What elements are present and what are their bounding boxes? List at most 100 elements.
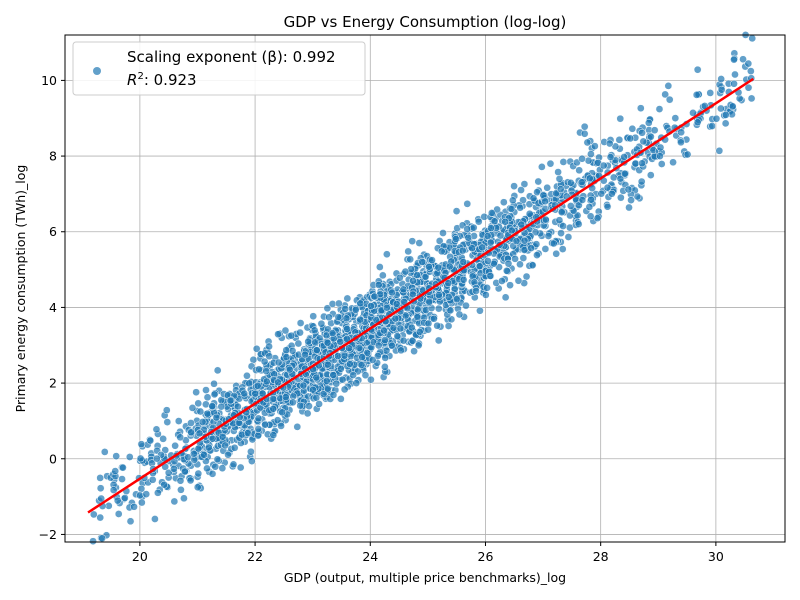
scatter-point bbox=[89, 510, 98, 519]
scatter-point bbox=[566, 202, 575, 210]
scatter-point bbox=[342, 314, 351, 323]
scatter-point bbox=[213, 455, 222, 464]
scatter-point bbox=[728, 102, 737, 111]
scatter-point bbox=[616, 114, 625, 123]
scatter-point bbox=[476, 306, 484, 315]
scatter-point bbox=[159, 435, 167, 443]
scatter-point bbox=[322, 377, 331, 385]
scatter-point bbox=[584, 156, 593, 165]
scatter-point bbox=[511, 254, 519, 263]
scatter-point bbox=[739, 55, 747, 64]
scatter-point bbox=[208, 434, 217, 443]
scatter-point bbox=[195, 429, 204, 438]
legend: Scaling exponent (β): 0.992 R2: 0.923 bbox=[72, 41, 366, 96]
scatter-point bbox=[212, 413, 221, 422]
scatter-point bbox=[444, 322, 453, 330]
scatter-point bbox=[269, 395, 278, 403]
scatter-point bbox=[148, 475, 157, 484]
scatter-point bbox=[434, 263, 443, 272]
scatter-point bbox=[397, 346, 405, 355]
scatter-point bbox=[493, 205, 501, 214]
x-tick-label: 20 bbox=[132, 549, 148, 564]
scatter-point bbox=[163, 418, 172, 426]
scatter-point bbox=[646, 171, 655, 179]
scatter-point bbox=[336, 337, 345, 346]
scatter-point bbox=[578, 154, 586, 163]
scatter-point bbox=[538, 163, 546, 171]
chart-title: GDP vs Energy Consumption (log-log) bbox=[284, 13, 567, 31]
scatter-point bbox=[717, 75, 726, 83]
scatter-point bbox=[211, 462, 220, 471]
legend-r-symbol: R bbox=[127, 71, 137, 89]
scatter-point bbox=[636, 104, 645, 113]
scatter-point bbox=[345, 344, 353, 353]
scatter-point bbox=[744, 83, 753, 92]
scatter-point bbox=[519, 196, 527, 205]
fit-line bbox=[87, 77, 755, 514]
scatter-point bbox=[176, 433, 185, 442]
scatter-point bbox=[462, 301, 470, 310]
scatter-point bbox=[627, 196, 635, 204]
scatter-point bbox=[395, 273, 404, 282]
scatter-point bbox=[301, 350, 309, 359]
scatter-point bbox=[721, 111, 730, 119]
scatter-point bbox=[181, 467, 189, 476]
scatter-point bbox=[281, 326, 290, 335]
scatter-point bbox=[269, 431, 278, 439]
scatter-point bbox=[435, 291, 443, 299]
plot-frame bbox=[64, 34, 786, 543]
scatter-point bbox=[355, 344, 364, 352]
scatter-point bbox=[319, 390, 328, 398]
scatter-point bbox=[389, 323, 398, 332]
scatter-point bbox=[534, 177, 543, 186]
scatter-point bbox=[657, 160, 666, 168]
scatter-point bbox=[528, 261, 537, 270]
legend-line-1: Scaling exponent (β): 0.992 bbox=[127, 48, 336, 66]
scatter-point bbox=[452, 295, 461, 304]
scatter-point bbox=[425, 262, 433, 271]
scatter-point bbox=[620, 169, 629, 178]
scatter-point bbox=[251, 389, 260, 398]
scatter-point bbox=[516, 260, 524, 269]
scatter-point bbox=[265, 352, 274, 361]
scatter-point bbox=[282, 353, 291, 361]
scatter-point bbox=[96, 484, 105, 493]
scatter-point bbox=[255, 365, 263, 374]
scatter-point bbox=[556, 185, 565, 193]
scatter-point bbox=[504, 259, 513, 268]
scatter-point bbox=[357, 361, 366, 369]
scatter-point bbox=[585, 203, 594, 211]
scatter-point bbox=[626, 134, 635, 143]
scatter-point bbox=[374, 281, 383, 289]
scatter-point bbox=[496, 231, 505, 240]
scatter-point bbox=[146, 436, 155, 445]
scatter-point bbox=[655, 105, 664, 113]
scatter-point bbox=[463, 200, 472, 208]
scatter-point bbox=[413, 313, 422, 321]
scatter-point bbox=[564, 233, 573, 241]
scatter-point bbox=[478, 243, 486, 252]
scatter-point bbox=[661, 90, 670, 99]
scatter-point bbox=[335, 299, 343, 308]
y-tick-label: 4 bbox=[49, 300, 57, 315]
scatter-point bbox=[472, 287, 480, 295]
scatter-point bbox=[541, 245, 550, 253]
scatter-point bbox=[194, 444, 203, 453]
scatter-point bbox=[693, 118, 702, 127]
scatter-point bbox=[507, 205, 516, 213]
scatter-point bbox=[118, 475, 126, 483]
legend-r-value: : 0.923 bbox=[144, 71, 197, 89]
scatter-point bbox=[125, 453, 134, 461]
scatter-point bbox=[98, 534, 106, 543]
scatter-point bbox=[399, 285, 408, 294]
legend-box bbox=[72, 41, 366, 96]
scatter-point bbox=[236, 463, 245, 472]
scatter-point bbox=[529, 194, 538, 203]
scatter-point bbox=[587, 150, 595, 158]
scatter-point bbox=[249, 355, 258, 364]
scatter-point bbox=[218, 464, 227, 473]
scatter-point bbox=[213, 366, 222, 375]
scatter-point bbox=[715, 146, 724, 155]
scatter-point bbox=[304, 337, 313, 346]
scatter-point bbox=[483, 232, 492, 240]
